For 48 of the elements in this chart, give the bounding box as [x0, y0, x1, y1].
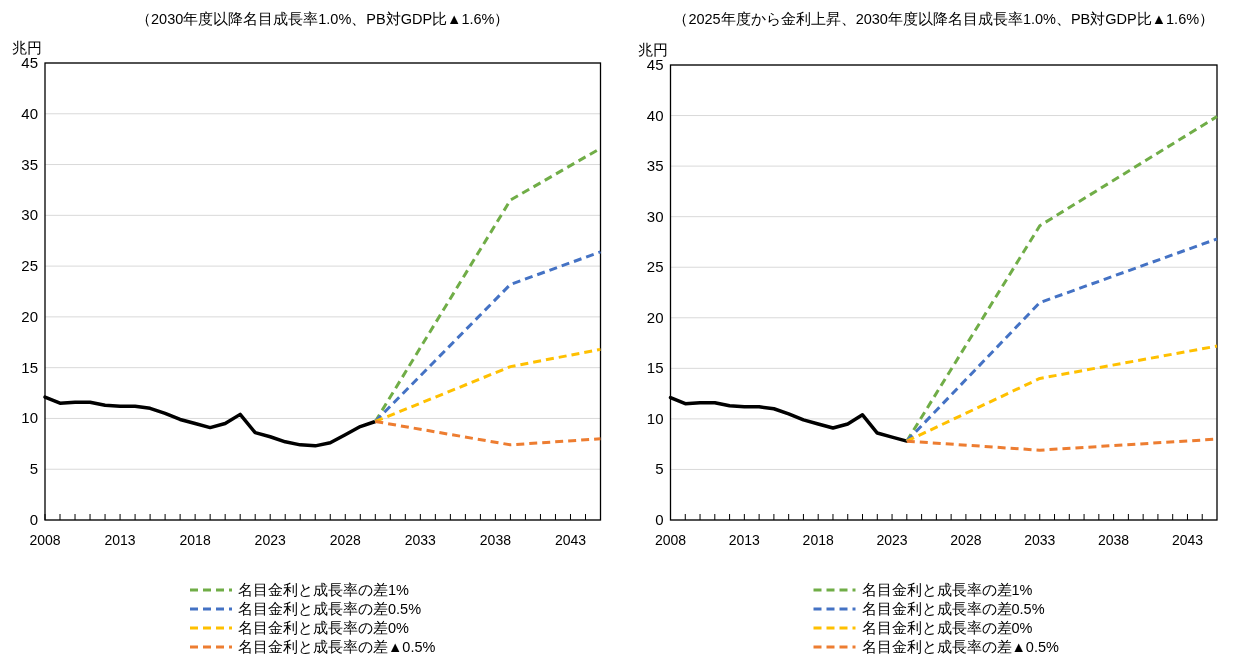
x-tick-label: 2033: [404, 532, 437, 548]
x-tick-label: 2018: [802, 532, 834, 548]
y-tick-label: 10: [21, 409, 38, 427]
legend-label: 名目金利と成長率の差▲0.5%: [238, 639, 436, 655]
y-tick-label: 35: [21, 155, 38, 173]
x-tick-label: 2028: [950, 532, 982, 548]
x-tick-label: 2028: [329, 532, 362, 548]
y-tick-label: 25: [21, 257, 38, 275]
chart-title: （2025年度から金利上昇、2030年度以降名目成長率1.0%、PB対GDP比▲1.6%）: [673, 11, 1215, 27]
y-tick-label: 20: [21, 307, 38, 325]
legend-label: 名目金利と成長率の差0%: [238, 620, 410, 636]
x-tick-label: 2008: [654, 532, 687, 548]
x-tick-label: 2013: [728, 532, 761, 548]
y-tick-label: 5: [29, 460, 38, 478]
legend-label: 名目金利と成長率の差0.5%: [238, 601, 422, 617]
x-tick-label: 2043: [554, 532, 587, 548]
x-tick-label: 2023: [254, 532, 286, 548]
legend-label: 名目金利と成長率の差0%: [861, 620, 1033, 636]
y-tick-label: 40: [21, 104, 38, 122]
legend-label: 名目金利と成長率の差0.5%: [861, 601, 1045, 617]
x-tick-label: 2018: [179, 532, 211, 548]
legend-label: 名目金利と成長率の差1%: [861, 582, 1033, 598]
y-tick-label: 0: [655, 511, 664, 528]
y-tick-label: 45: [646, 56, 664, 73]
x-tick-label: 2038: [479, 532, 512, 548]
x-tick-label: 2013: [104, 532, 136, 548]
y-axis-title: 兆円: [12, 39, 42, 56]
y-tick-label: 30: [21, 206, 38, 224]
y-tick-label: 10: [646, 409, 664, 427]
y-tick-label: 15: [646, 359, 664, 377]
legend-label: 名目金利と成長率の差▲0.5%: [861, 639, 1060, 655]
y-tick-label: 25: [646, 258, 664, 276]
y-tick-label: 20: [646, 308, 664, 326]
y-tick-label: 40: [646, 106, 664, 124]
chart-title: （2030年度以降名目成長率1.0%、PB対GDP比▲1.6%）: [136, 11, 510, 27]
y-tick-label: 15: [21, 358, 38, 376]
y-tick-label: 45: [21, 54, 38, 71]
y-tick-label: 0: [29, 511, 38, 528]
legend-label: 名目金利と成長率の差1%: [238, 582, 410, 598]
y-tick-label: 30: [646, 207, 664, 225]
x-tick-label: 2023: [876, 532, 908, 548]
y-axis-title: 兆円: [637, 41, 668, 58]
x-tick-label: 2038: [1098, 532, 1130, 548]
y-tick-label: 5: [655, 460, 664, 478]
x-tick-label: 2008: [29, 532, 61, 548]
x-tick-label: 2033: [1024, 532, 1056, 548]
y-tick-label: 35: [646, 157, 664, 175]
x-tick-label: 2043: [1171, 532, 1204, 548]
